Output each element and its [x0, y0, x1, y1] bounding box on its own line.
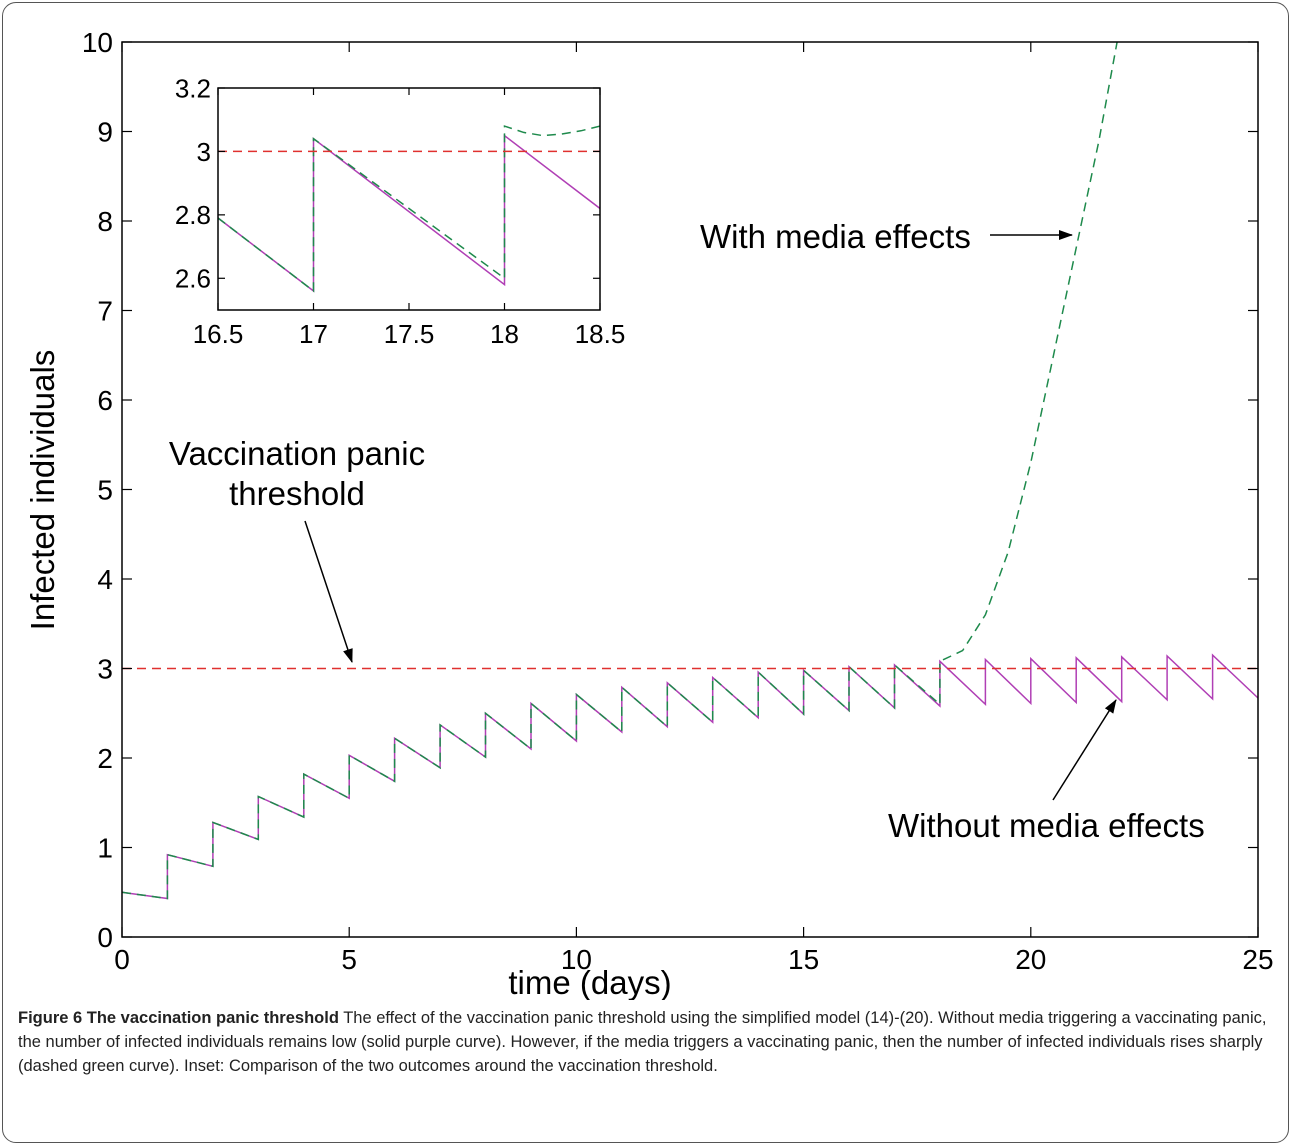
inset-x-tick-label: 17 — [299, 319, 328, 349]
main-x-tick-label: 20 — [1015, 944, 1046, 975]
main-y-tick-label: 9 — [97, 117, 113, 148]
inset-x-tick-label: 18 — [490, 319, 519, 349]
figure-caption: Figure 6 The vaccination panic threshold… — [18, 1006, 1280, 1078]
main-y-tick-label: 8 — [97, 206, 113, 237]
inset-x-tick-label: 16.5 — [193, 319, 244, 349]
inset-y-tick-label: 3.2 — [175, 73, 211, 103]
inset-y-tick-label: 2.8 — [175, 200, 211, 230]
main-x-tick-label: 15 — [788, 944, 819, 975]
main-y-tick-label: 7 — [97, 296, 113, 327]
threshold-arrow — [304, 520, 353, 663]
main-series-1-line — [122, 42, 1118, 900]
main-series-0-line — [122, 653, 1258, 900]
without-media-annotation: Without media effects — [888, 807, 1205, 844]
main-x-tick-label: 10 — [561, 944, 592, 975]
inset-y-tick-label: 2.6 — [175, 264, 211, 294]
inset-x-tick-label: 18.5 — [575, 319, 626, 349]
without-media-arrow — [1052, 699, 1117, 801]
main-chart: 0 5 10 15 20 25 0 1 2 3 4 5 6 7 8 9 10 Infected individu… — [24, 27, 1274, 1000]
x-axis-label: time (days) — [508, 964, 671, 1000]
y-axis-label: Infected individuals — [24, 350, 61, 631]
caption-label: Figure 6 The vaccination panic threshold — [18, 1009, 339, 1027]
main-y-tick-label: 5 — [97, 475, 113, 506]
inset-series-1-line — [218, 125, 600, 293]
main-y-tick-label: 6 — [97, 385, 113, 416]
main-x-tick-label: 5 — [341, 944, 357, 975]
main-y-tick-label: 4 — [97, 564, 113, 595]
main-x-tick-label: 0 — [114, 944, 130, 975]
threshold-annotation-line2: threshold — [229, 475, 365, 512]
inset-y-tick-label: 3 — [197, 137, 211, 167]
inset-background — [218, 88, 600, 310]
main-y-tick-label: 10 — [82, 27, 113, 58]
main-y-tick-label: 0 — [97, 922, 113, 953]
caption-text: The effect of the vaccination panic thre… — [18, 1009, 1267, 1075]
with-media-annotation: With media effects — [700, 218, 971, 255]
main-y-tick-label: 1 — [97, 833, 113, 864]
threshold-annotation-line1: Vaccination panic — [169, 435, 425, 472]
main-y-tick-label: 2 — [97, 743, 113, 774]
main-y-tick-label: 3 — [97, 654, 113, 685]
inset-series-0-line — [218, 134, 600, 293]
inset-x-tick-label: 17.5 — [384, 319, 435, 349]
main-x-tick-label: 25 — [1242, 944, 1273, 975]
